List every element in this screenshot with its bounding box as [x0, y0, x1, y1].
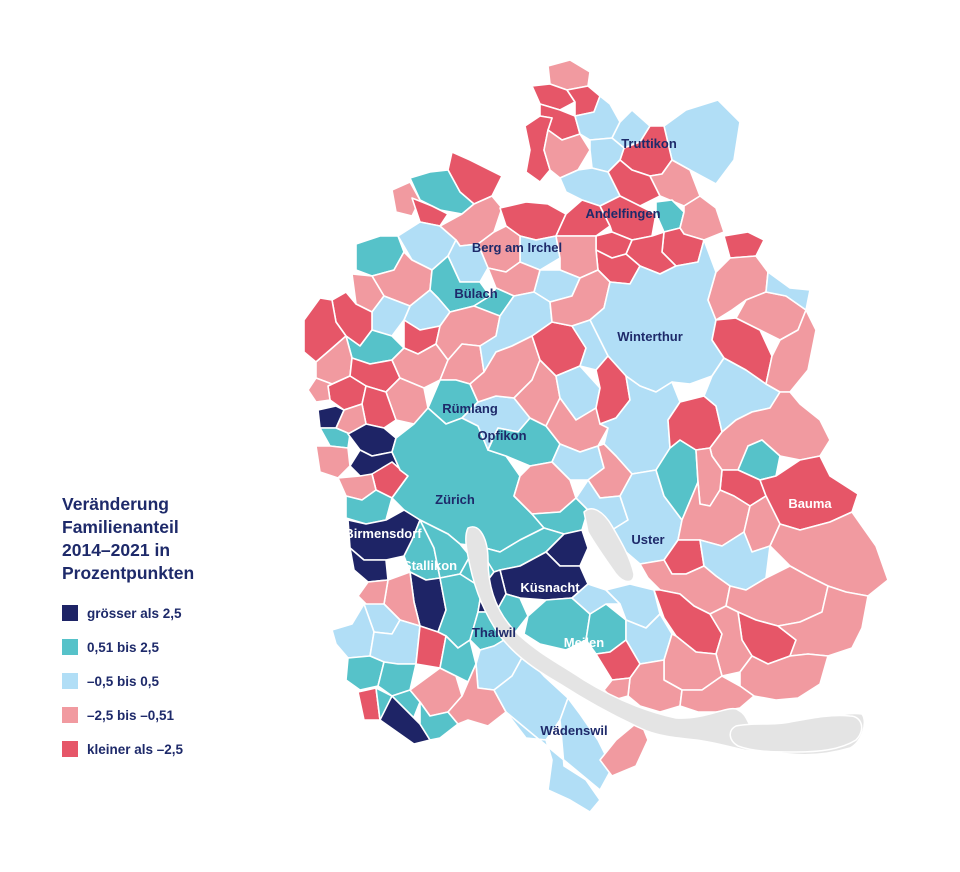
label-thalwil: Thalwil: [472, 625, 516, 640]
label-buelach: Bülach: [454, 286, 497, 301]
legend-swatch: [62, 673, 78, 689]
legend-item-0-51-2-5: 0,51 bis 2,5: [62, 637, 262, 657]
label-winterthur: Winterthur: [617, 329, 683, 344]
legend-swatch: [62, 605, 78, 621]
municipality: [649, 159, 701, 207]
legend-label: –2,5 bis –0,51: [87, 707, 175, 723]
legend-item-m2-5-m0-51: –2,5 bis –0,51: [62, 705, 262, 725]
legend-swatch: [62, 741, 78, 757]
municipality: [331, 603, 375, 659]
legend-swatch: [62, 707, 78, 723]
municipality: [723, 231, 765, 259]
label-stallikon: Stallikon: [403, 558, 457, 573]
municipality: [411, 197, 449, 227]
label-andelfingen: Andelfingen: [585, 206, 660, 221]
municipality: [319, 427, 351, 449]
municipalities-northwest: [351, 151, 765, 313]
label-berg-am-irchel: Berg am Irchel: [472, 240, 562, 255]
municipality: [739, 653, 829, 701]
municipality: [765, 271, 811, 311]
label-uster: Uster: [631, 532, 664, 547]
label-opfikon: Opfikon: [477, 428, 526, 443]
municipality: [765, 309, 817, 393]
label-zuerich: Zürich: [435, 492, 475, 507]
municipality: [307, 377, 333, 403]
legend-item-lt-m2-5: kleiner als –2,5: [62, 739, 262, 759]
legend-item-m0-5-0-5: –0,5 bis 0,5: [62, 671, 262, 691]
label-kuesnacht: Küsnacht: [520, 580, 580, 595]
municipalities-north: [524, 59, 741, 207]
legend-swatch: [62, 639, 78, 655]
legend-title-line: 2014–2021 in: [62, 540, 171, 560]
legend: Veränderung Familienanteil 2014–2021 in …: [62, 493, 262, 773]
municipality: [317, 405, 345, 429]
municipality: [357, 579, 389, 607]
municipalities-south: [447, 583, 673, 813]
legend-title: Veränderung Familienanteil 2014–2021 in …: [62, 493, 262, 585]
legend-item-gt-2-5: grösser als 2,5: [62, 603, 262, 623]
legend-label: grösser als 2,5: [87, 605, 182, 621]
legend-title-line: Prozentpunkten: [62, 563, 195, 583]
label-ruemlang: Rümlang: [442, 401, 498, 416]
greifensee-lake: [583, 508, 635, 583]
label-birmensdorf: Birmensdorf: [344, 526, 422, 541]
legend-label: kleiner als –2,5: [87, 741, 184, 757]
legend-label: –0,5 bis 0,5: [87, 673, 160, 689]
municipality: [599, 719, 649, 777]
municipality: [419, 701, 459, 741]
legend-title-line: Familienanteil: [62, 517, 179, 537]
municipality: [505, 697, 613, 813]
municipality: [439, 635, 477, 683]
obersee-lake: [729, 714, 863, 753]
legend-title-line: Veränderung: [62, 494, 169, 514]
label-meilen: Meilen: [564, 635, 605, 650]
place-labels: Truttikon Andelfingen Berg am Irchel Bül…: [344, 136, 832, 738]
municipality: [345, 489, 393, 525]
municipality: [315, 445, 351, 479]
municipalities-west: [303, 239, 553, 525]
label-truttikon: Truttikon: [621, 136, 677, 151]
municipality: [415, 625, 447, 669]
municipalities-east: [571, 239, 889, 713]
municipality: [679, 675, 755, 713]
label-bauma: Bauma: [788, 496, 832, 511]
legend-label: 0,51 bis 2,5: [87, 639, 160, 655]
label-waedenswil: Wädenswil: [540, 723, 607, 738]
